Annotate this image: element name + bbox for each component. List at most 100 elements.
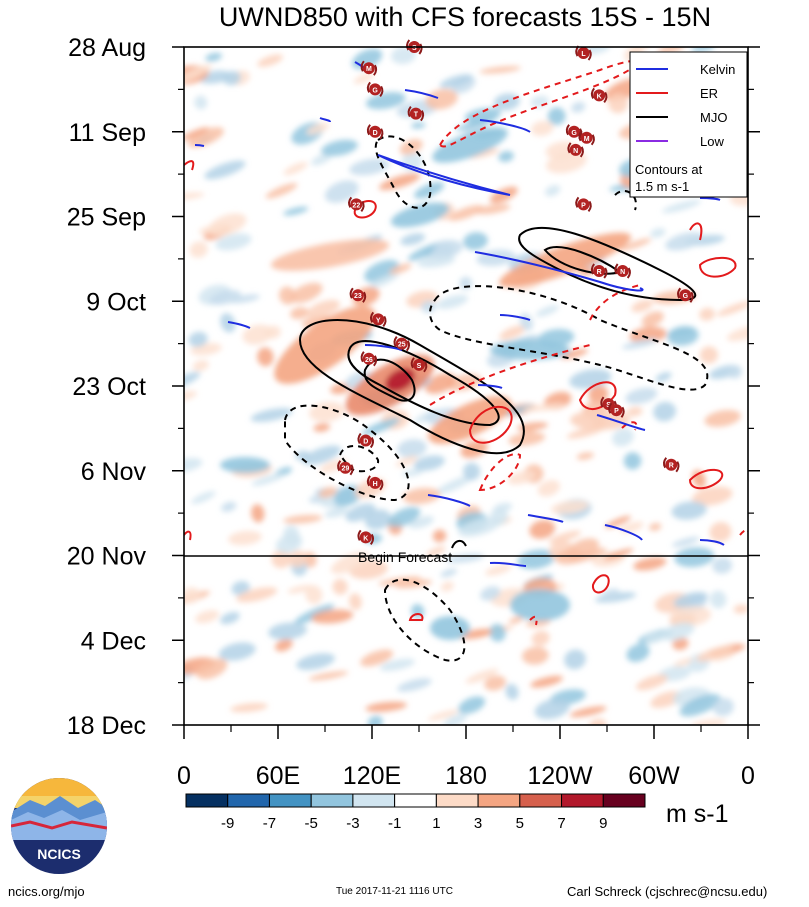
field-patch [625, 387, 658, 404]
field-patch [462, 462, 481, 481]
storm-label: G [683, 293, 689, 300]
field-patch [440, 581, 454, 592]
contour-line [374, 135, 432, 209]
field-patch [231, 581, 250, 596]
contour-line [739, 528, 748, 536]
field-patch [414, 182, 445, 199]
colorbar-swatch [185, 793, 229, 808]
storm-marker: G [366, 81, 384, 97]
field-patch [424, 373, 456, 394]
contour-line [489, 561, 527, 567]
contour-line [377, 154, 511, 196]
field-patch [612, 428, 634, 447]
footer-site-link[interactable]: ncics.org/mjo [8, 884, 85, 899]
storm-swirl [590, 87, 608, 104]
field-patch [489, 186, 518, 204]
field-patch [649, 522, 662, 531]
field-patch [360, 649, 394, 667]
storm-dot [350, 198, 363, 211]
field-patch [633, 557, 667, 571]
field-patch [189, 241, 208, 258]
field-patch [294, 604, 335, 625]
field-patch [389, 263, 412, 275]
storm-swirl [407, 105, 425, 122]
field-patch [463, 232, 488, 250]
field-patch [521, 646, 549, 665]
field-patch [691, 719, 727, 725]
contour-line [518, 226, 697, 302]
field-patch [498, 151, 514, 162]
x-tick-label: 120E [343, 762, 401, 790]
field-patch [716, 301, 748, 317]
storm-marker: H [366, 475, 384, 491]
footer-author: Carl Schreck (cjschrec@ncsu.edu) [567, 884, 768, 899]
field-patch [550, 500, 589, 515]
storm-swirl [357, 432, 374, 449]
field-patch [302, 445, 342, 466]
contour-line [427, 494, 471, 507]
field-patch [367, 715, 383, 725]
field-patch [397, 678, 432, 692]
y-tick-label: 25 Sep [67, 204, 146, 232]
field-patch [184, 127, 209, 141]
field-patch [505, 683, 519, 700]
field-patch [601, 588, 620, 600]
storm-swirl [357, 529, 374, 545]
field-patch [629, 326, 667, 344]
contour-line [578, 381, 617, 410]
storm-label: N [620, 269, 625, 276]
storm-label: 26 [365, 357, 373, 364]
field-patch [479, 66, 521, 74]
field-patch [426, 546, 446, 557]
storm-label: 29 [341, 466, 349, 473]
field-patch [345, 503, 376, 522]
field-patch [608, 93, 629, 114]
field-patch [290, 282, 323, 304]
storm-marker: L [575, 45, 592, 61]
y-tick-label: 11 Sep [69, 119, 146, 147]
storm-swirl [348, 196, 365, 213]
y-tick-label: 6 Nov [81, 458, 147, 486]
field-patch [448, 205, 484, 221]
field-patch [508, 616, 524, 624]
field-patch [228, 294, 260, 304]
legend-label-low: Low [700, 134, 724, 149]
contour-line [689, 222, 703, 241]
field-patch [378, 576, 422, 586]
contour-line [319, 117, 331, 123]
storm-swirl [406, 39, 423, 55]
field-patch [283, 162, 308, 176]
field-patch [311, 609, 354, 624]
field-patch [621, 338, 658, 350]
storm-label: S [417, 363, 422, 370]
field-patch [530, 675, 563, 688]
field-patch [522, 403, 566, 412]
contour-line [596, 414, 646, 431]
field-patch [413, 455, 445, 471]
storm-dot [568, 125, 581, 138]
field-patch [230, 702, 268, 713]
field-patch [507, 470, 536, 485]
legend-note-line2: 1.5 m s-1 [635, 179, 689, 194]
contour-line [338, 445, 380, 473]
contour-line [529, 615, 538, 626]
colorbar-swatch [227, 793, 270, 808]
field-patch [485, 564, 512, 576]
field-patch [439, 74, 473, 89]
field-patch [672, 637, 689, 651]
storm-marker: 29 [337, 460, 354, 476]
field-patch [250, 408, 293, 422]
colorbar-label: 9 [599, 815, 607, 832]
chart-title: UWND850 with CFS forecasts 15S - 15N [219, 2, 711, 32]
field-patch [691, 486, 733, 506]
field-patch [184, 390, 198, 401]
legend-label-er: ER [700, 86, 718, 101]
field-patch [228, 530, 262, 546]
field-patch [657, 47, 685, 54]
field-patch [566, 538, 599, 560]
x-tick-label: 120W [527, 762, 593, 790]
field-anomaly [499, 232, 631, 288]
field-patch [324, 180, 359, 203]
storm-label: K [597, 93, 602, 100]
field-patch [402, 487, 441, 505]
